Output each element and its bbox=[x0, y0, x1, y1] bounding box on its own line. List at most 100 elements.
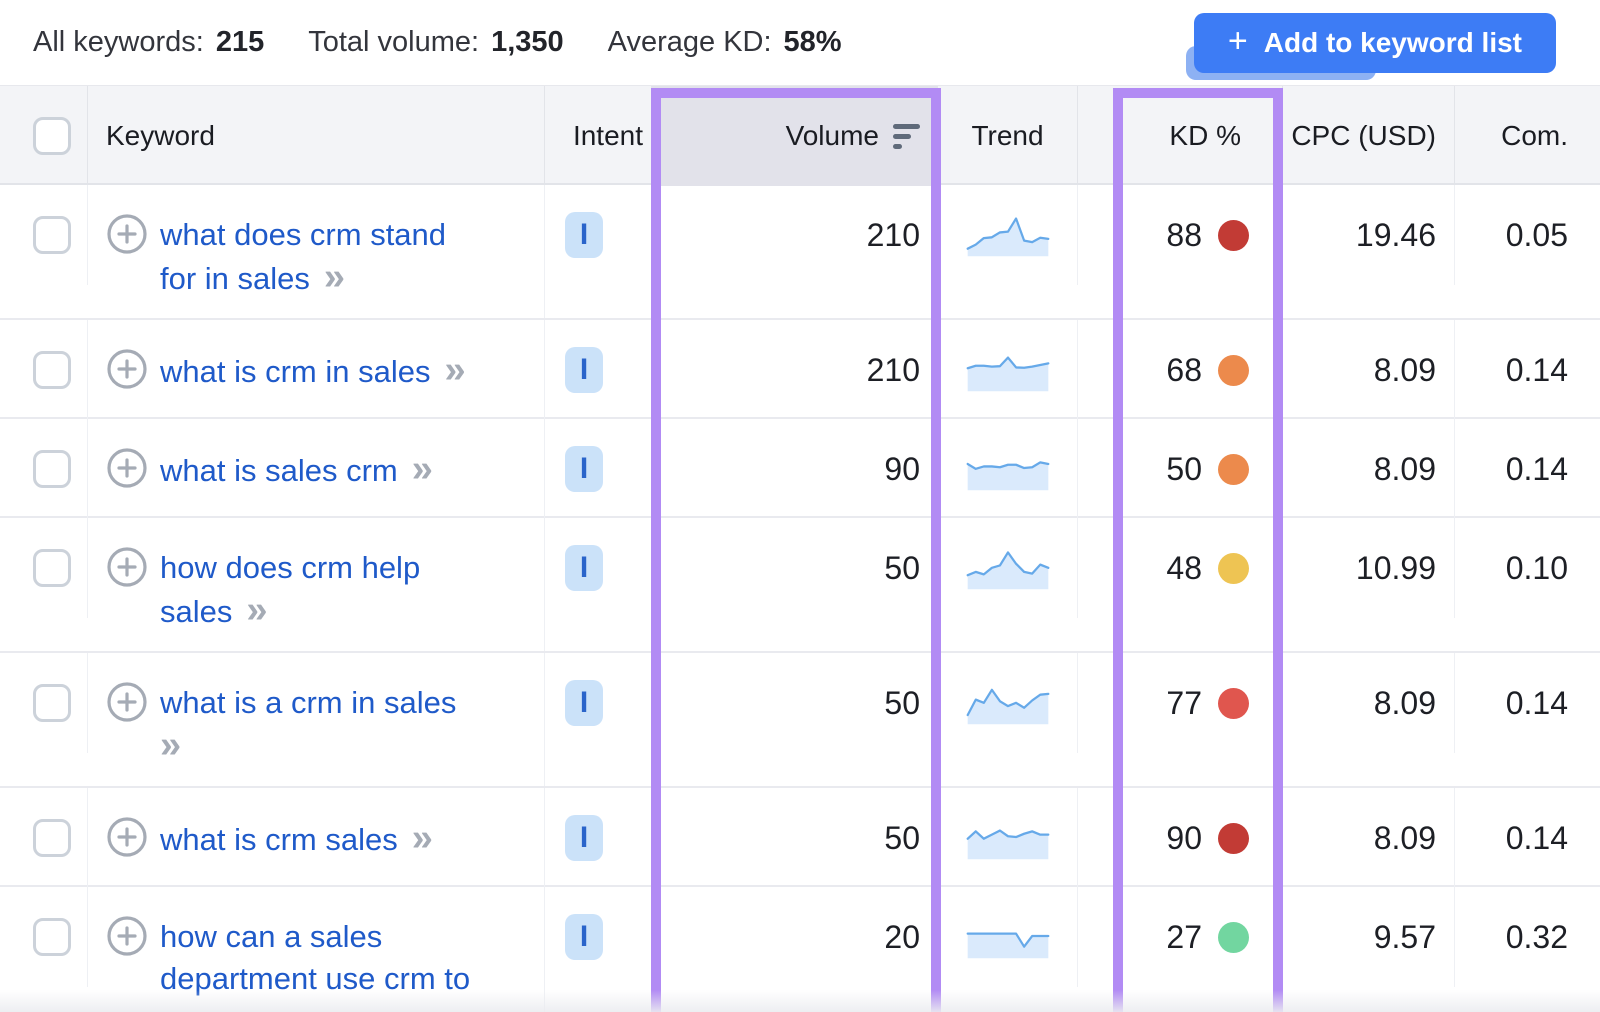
kd-value: 68 bbox=[1166, 351, 1202, 388]
table-row: how can a sales department use crm to I 2… bbox=[0, 887, 1600, 1012]
keyword-text-line: what is sales crm» bbox=[160, 448, 433, 490]
kd-indicator-dot bbox=[1218, 453, 1249, 485]
keywords-table: Keyword Intent Volume Trend KD % CPC (US… bbox=[0, 85, 1600, 1012]
stat-all-keywords: All keywords: 215 bbox=[33, 26, 264, 59]
row-checkbox[interactable] bbox=[33, 819, 71, 857]
volume-value: 20 bbox=[884, 918, 920, 955]
table-row: how does crm help sales» I 50 48 10.99 0.… bbox=[0, 518, 1600, 653]
open-keyword-chevrons-icon[interactable]: » bbox=[323, 256, 345, 298]
keyword-link[interactable]: what is crm sales» bbox=[160, 817, 433, 861]
keyword-text-line: how does crm help bbox=[160, 550, 421, 585]
kd-indicator-dot bbox=[1218, 822, 1249, 854]
expand-plus-icon[interactable] bbox=[106, 213, 148, 260]
kd-indicator-dot bbox=[1218, 552, 1249, 584]
intent-badge-informational: I bbox=[565, 815, 603, 861]
cpc-value: 9.57 bbox=[1373, 918, 1436, 955]
header-keyword[interactable]: Keyword bbox=[88, 86, 545, 186]
com-value: 0.14 bbox=[1505, 684, 1568, 721]
expand-plus-icon[interactable] bbox=[106, 447, 148, 494]
keyword-link[interactable]: what is crm in sales» bbox=[160, 349, 466, 393]
add-button-label: Add to keyword list bbox=[1263, 26, 1522, 58]
total-volume-label: Total volume: bbox=[308, 26, 480, 58]
trend-sparkline bbox=[966, 212, 1050, 258]
header-intent[interactable]: Intent bbox=[545, 86, 652, 186]
average-kd-value: 58% bbox=[783, 26, 842, 58]
keyword-text-line: » bbox=[160, 724, 456, 768]
keyword-text-line: what is crm in sales» bbox=[160, 349, 466, 391]
header-kd[interactable]: KD % bbox=[1078, 86, 1283, 186]
intent-badge-informational: I bbox=[565, 545, 603, 591]
kd-value: 90 bbox=[1166, 819, 1202, 856]
average-kd-label: Average KD: bbox=[607, 26, 772, 58]
select-all-checkbox[interactable] bbox=[33, 117, 71, 155]
open-keyword-chevrons-icon[interactable]: » bbox=[444, 349, 465, 391]
all-keywords-value: 215 bbox=[215, 26, 265, 58]
expand-plus-icon[interactable] bbox=[106, 546, 148, 593]
row-checkbox[interactable] bbox=[33, 351, 71, 389]
header-com[interactable]: Com. bbox=[1501, 120, 1568, 151]
com-value: 0.32 bbox=[1505, 918, 1568, 955]
keyword-link[interactable]: what is sales crm» bbox=[160, 448, 433, 492]
table-body: what does crm stand for in sales» I 210 8… bbox=[0, 185, 1600, 1012]
volume-value: 90 bbox=[884, 450, 920, 487]
com-value: 0.05 bbox=[1505, 216, 1568, 253]
volume-value: 210 bbox=[866, 351, 920, 388]
table-row: what is sales crm» I 90 50 8.09 0.14 bbox=[0, 419, 1600, 519]
row-checkbox[interactable] bbox=[33, 216, 71, 254]
stat-average-kd: Average KD: 58% bbox=[608, 26, 842, 59]
stat-total-volume: Total volume: 1,350 bbox=[308, 26, 563, 59]
expand-plus-icon[interactable] bbox=[106, 348, 148, 395]
trend-sparkline bbox=[966, 347, 1050, 393]
row-checkbox[interactable] bbox=[33, 549, 71, 587]
open-keyword-chevrons-icon[interactable]: » bbox=[160, 724, 181, 766]
keyword-text-line: sales» bbox=[160, 589, 268, 631]
intent-badge-informational: I bbox=[565, 446, 603, 492]
keyword-text-line: department use crm to bbox=[160, 961, 471, 996]
com-value: 0.14 bbox=[1505, 819, 1568, 856]
kd-value: 88 bbox=[1166, 216, 1202, 253]
expand-plus-icon[interactable] bbox=[106, 816, 148, 863]
trend-sparkline bbox=[966, 446, 1050, 492]
cpc-value: 19.46 bbox=[1355, 216, 1436, 253]
keyword-text-line: what does crm stand bbox=[160, 217, 447, 252]
volume-value: 50 bbox=[884, 819, 920, 856]
kd-indicator-dot bbox=[1218, 687, 1249, 719]
expand-plus-icon[interactable] bbox=[106, 915, 148, 962]
cpc-value: 8.09 bbox=[1373, 684, 1436, 721]
keyword-stats: All keywords: 215 Total volume: 1,350 Av… bbox=[33, 26, 842, 59]
header-trend[interactable]: Trend bbox=[938, 86, 1078, 186]
summary-toolbar: All keywords: 215 Total volume: 1,350 Av… bbox=[0, 0, 1600, 85]
intent-badge-informational: I bbox=[565, 212, 603, 258]
com-value: 0.14 bbox=[1505, 450, 1568, 487]
volume-value: 50 bbox=[884, 549, 920, 586]
open-keyword-chevrons-icon[interactable]: » bbox=[411, 448, 433, 490]
keyword-link[interactable]: what is a crm in sales » bbox=[160, 682, 456, 768]
kd-value: 27 bbox=[1166, 918, 1202, 955]
table-row: what is crm sales» I 50 90 8.09 0.14 bbox=[0, 788, 1600, 888]
trend-sparkline bbox=[966, 545, 1050, 591]
intent-badge-informational: I bbox=[565, 680, 603, 726]
keyword-link[interactable]: how can a sales department use crm to bbox=[160, 916, 470, 1000]
header-cpc[interactable]: CPC (USD) bbox=[1283, 86, 1455, 186]
kd-indicator-dot bbox=[1218, 354, 1249, 386]
row-checkbox[interactable] bbox=[33, 450, 71, 488]
kd-value: 48 bbox=[1166, 549, 1202, 586]
header-volume[interactable]: Volume bbox=[652, 86, 938, 186]
expand-plus-icon[interactable] bbox=[106, 681, 148, 728]
add-to-keyword-list-button[interactable]: + Add to keyword list bbox=[1193, 12, 1556, 73]
table-row: what does crm stand for in sales» I 210 8… bbox=[0, 185, 1600, 320]
kd-indicator-dot bbox=[1218, 921, 1249, 953]
keyword-text-line: for in sales» bbox=[160, 256, 345, 298]
kd-value: 50 bbox=[1166, 450, 1202, 487]
trend-sparkline bbox=[966, 914, 1050, 960]
open-keyword-chevrons-icon[interactable]: » bbox=[411, 817, 433, 859]
open-keyword-chevrons-icon[interactable]: » bbox=[246, 589, 267, 631]
keyword-link[interactable]: how does crm help sales» bbox=[160, 547, 420, 633]
table-header-row: Keyword Intent Volume Trend KD % CPC (US… bbox=[0, 85, 1600, 186]
sort-descending-icon bbox=[893, 123, 920, 149]
plus-icon: + bbox=[1227, 21, 1248, 60]
keyword-link[interactable]: what does crm stand for in sales» bbox=[160, 214, 446, 300]
row-checkbox[interactable] bbox=[33, 918, 71, 956]
row-checkbox[interactable] bbox=[33, 684, 71, 722]
trend-sparkline bbox=[966, 815, 1050, 861]
